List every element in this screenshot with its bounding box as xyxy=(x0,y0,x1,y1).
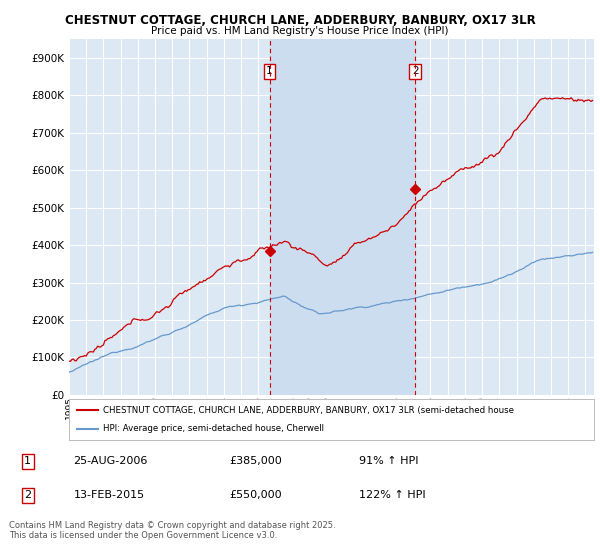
Text: Contains HM Land Registry data © Crown copyright and database right 2025.
This d: Contains HM Land Registry data © Crown c… xyxy=(9,521,335,540)
Text: 2: 2 xyxy=(24,491,31,501)
Text: 25-AUG-2006: 25-AUG-2006 xyxy=(74,456,148,466)
Text: 13-FEB-2015: 13-FEB-2015 xyxy=(74,491,145,501)
Text: 122% ↑ HPI: 122% ↑ HPI xyxy=(359,491,425,501)
Text: £385,000: £385,000 xyxy=(229,456,282,466)
Text: 1: 1 xyxy=(266,66,273,76)
Bar xyxy=(269,39,415,395)
Text: CHESTNUT COTTAGE, CHURCH LANE, ADDERBURY, BANBURY, OX17 3LR: CHESTNUT COTTAGE, CHURCH LANE, ADDERBURY… xyxy=(65,14,535,27)
Text: HPI: Average price, semi-detached house, Cherwell: HPI: Average price, semi-detached house,… xyxy=(103,424,324,433)
Text: £550,000: £550,000 xyxy=(229,491,282,501)
Text: Price paid vs. HM Land Registry's House Price Index (HPI): Price paid vs. HM Land Registry's House … xyxy=(151,26,449,36)
Text: CHESTNUT COTTAGE, CHURCH LANE, ADDERBURY, BANBURY, OX17 3LR (semi-detached house: CHESTNUT COTTAGE, CHURCH LANE, ADDERBURY… xyxy=(103,405,514,414)
Text: 2: 2 xyxy=(412,66,419,76)
Text: 1: 1 xyxy=(24,456,31,466)
Text: 91% ↑ HPI: 91% ↑ HPI xyxy=(359,456,418,466)
